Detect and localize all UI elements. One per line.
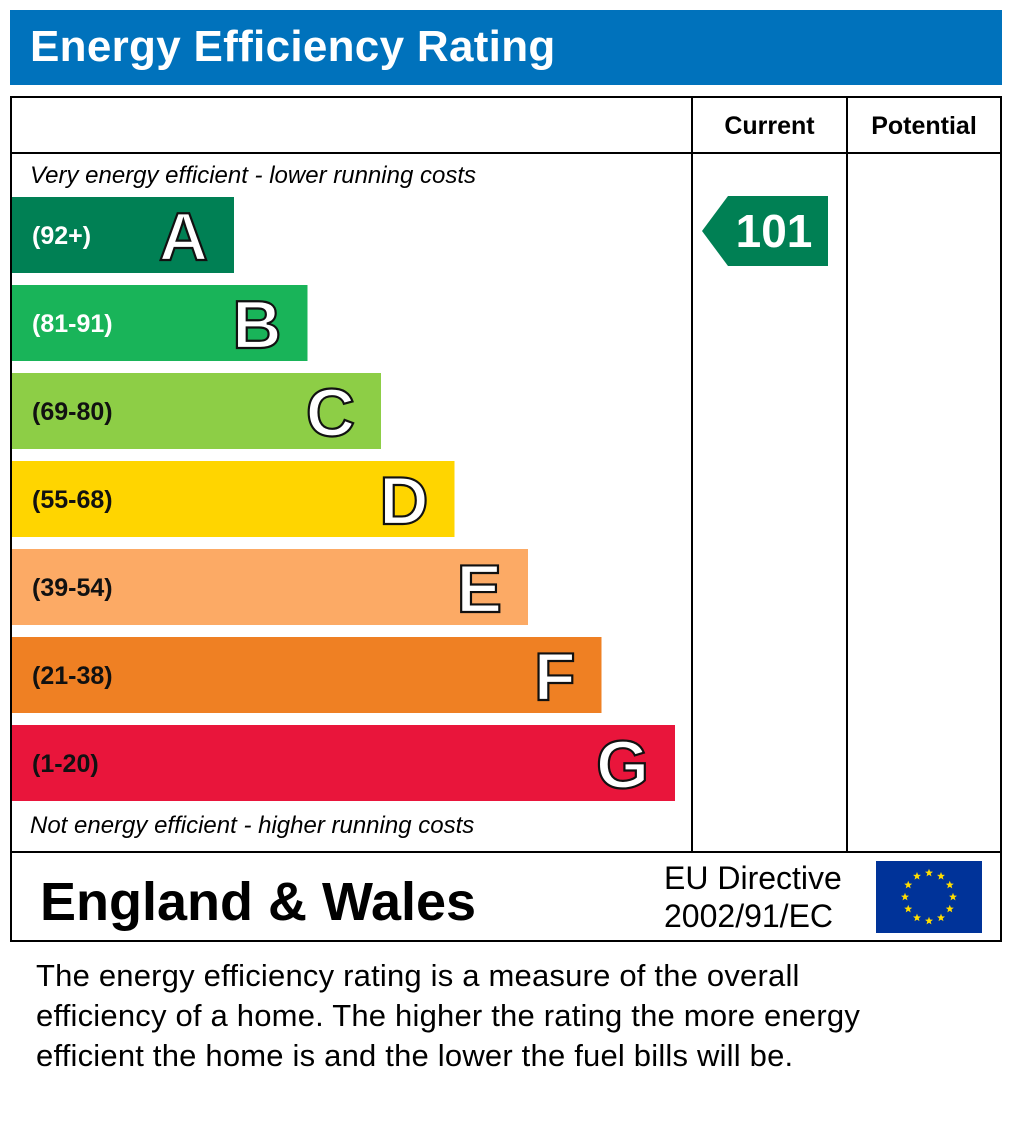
band-b-bar: [12, 285, 308, 361]
eu-star-icon: [913, 872, 921, 880]
band-e: (39-54) E: [12, 549, 528, 628]
eu-star-icon: [925, 916, 933, 925]
eu-star-icon: [904, 904, 913, 913]
directive-line-1: EU Directive: [664, 860, 842, 896]
band-d-bar: [12, 461, 455, 537]
caption-inefficient: Not energy efficient - higher running co…: [30, 812, 475, 839]
band-g-letter: G: [596, 727, 649, 803]
page-title: Energy Efficiency Rating: [30, 22, 556, 71]
eu-star-icon: [901, 892, 909, 901]
band-c-bar: [12, 373, 381, 449]
band-d: (55-68) D: [12, 461, 455, 540]
eu-star-icon: [937, 872, 945, 880]
band-f-range: (21-38): [32, 662, 113, 690]
band-a-letter: A: [159, 199, 208, 275]
current-rating-arrow: [702, 196, 828, 266]
band-d-letter: D: [379, 463, 428, 539]
directive-line-2: 2002/91/EC: [664, 898, 834, 934]
description-line-2: efficiency of a home. The higher the rat…: [36, 998, 861, 1033]
eu-star-icon: [937, 913, 945, 922]
footer: England & Wales EU Directive 2002/91/EC: [12, 853, 1000, 940]
column-current-header: Current: [724, 112, 815, 140]
band-e-range: (39-54): [32, 574, 113, 602]
band-g: (1-20) G: [12, 725, 675, 804]
band-f-bar: [12, 637, 602, 713]
description: The energy efficiency rating is a measur…: [36, 956, 996, 1076]
band-d-range: (55-68): [32, 486, 113, 514]
band-b: (81-91) B: [12, 285, 308, 364]
eu-star-icon: [949, 892, 957, 901]
country-label: England & Wales: [40, 872, 477, 932]
eu-star-icon: [913, 913, 921, 922]
footer-divider: [12, 851, 1000, 853]
description-line-1: The energy efficiency rating is a measur…: [36, 958, 800, 993]
title-bar: Energy Efficiency Rating: [10, 10, 1002, 85]
rating-bands-chart: (92+) A (81-91) B (69-80) C (55-68) D (39-54) E (2…: [12, 196, 828, 804]
eu-flag-icon: [876, 861, 982, 933]
band-a: (92+) A: [12, 197, 234, 276]
caption-efficient: Very energy efficient - lower running co…: [30, 162, 476, 189]
current-rating-value: 101: [736, 205, 813, 257]
divider-potential: [846, 98, 848, 851]
band-c-range: (69-80): [32, 398, 113, 426]
column-potential-header: Potential: [871, 112, 977, 140]
band-g-range: (1-20): [32, 750, 99, 778]
eu-star-icon: [945, 880, 954, 889]
band-b-letter: B: [232, 287, 281, 363]
band-a-range: (92+): [32, 222, 91, 250]
eu-star-icon: [925, 868, 933, 877]
band-c: (69-80) C: [12, 373, 381, 452]
eu-star-icon: [904, 880, 913, 889]
eu-star-icon: [945, 904, 954, 913]
description-line-3: efficient the home is and the lower the …: [36, 1038, 794, 1073]
band-g-bar: [12, 725, 675, 801]
band-b-range: (81-91): [32, 310, 113, 338]
divider-current: [691, 98, 693, 851]
band-c-letter: C: [306, 375, 355, 451]
band-e-letter: E: [457, 551, 502, 627]
rating-table: Current Potential Very energy efficient …: [10, 96, 1002, 942]
band-f-letter: F: [534, 639, 576, 715]
band-f: (21-38) F: [12, 637, 602, 716]
header-divider: [12, 152, 1000, 154]
eu-directive: EU Directive 2002/91/EC: [664, 859, 842, 935]
band-a-bar: [12, 197, 234, 273]
band-e-bar: [12, 549, 528, 625]
